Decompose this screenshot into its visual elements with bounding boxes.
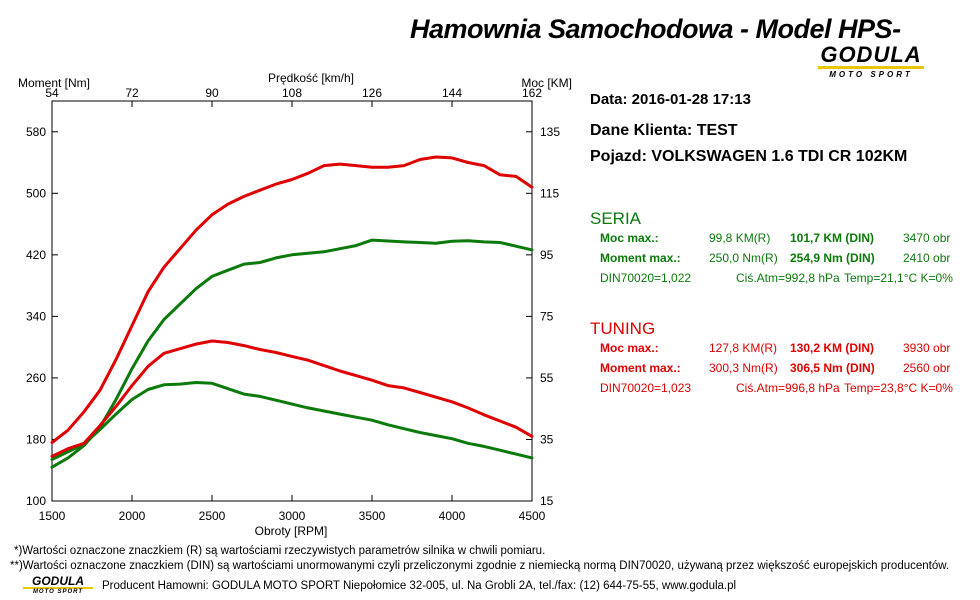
tuning-power-r: 127,8 KM(R) xyxy=(709,341,778,355)
seria-atm: Ciś.Atm=992,8 hPa xyxy=(736,271,840,285)
y-right-tick-label: 95 xyxy=(540,248,554,262)
seria-torque-din: 254,9 Nm (DIN) xyxy=(790,251,875,265)
x-tick-label: 2500 xyxy=(199,509,226,523)
top-tick-label: 126 xyxy=(362,86,382,100)
tuning-power-label: Moc max.: xyxy=(600,341,659,355)
godula-logo: GODULA MOTO SPORT xyxy=(812,42,930,79)
top-tick-label: 144 xyxy=(442,86,462,100)
y-right-tick-label: 115 xyxy=(540,186,559,200)
y-left-tick-label: 420 xyxy=(26,248,46,262)
seria-torque-r: 250,0 Nm(R) xyxy=(709,251,778,265)
y-right-tick-label: 35 xyxy=(540,432,554,446)
seria-temp: Temp=21,1°C K=0% xyxy=(844,271,953,285)
tuning-atm: Ciś.Atm=996,8 hPa xyxy=(736,381,840,395)
x-axis-label: Obroty [RPM] xyxy=(255,524,328,538)
vehicle-name: Pojazd: VOLKSWAGEN 1.6 TDI CR 102KM xyxy=(590,148,908,165)
y-left-tick-label: 260 xyxy=(26,371,46,385)
seria-moc-line xyxy=(50,238,534,469)
tuning-temp: Temp=23,8°C K=0% xyxy=(844,381,953,395)
tuning-torque-label: Moment max.: xyxy=(600,361,681,375)
seria-power-r: 99,8 KM(R) xyxy=(709,231,771,245)
footnote-r: *)Wartości oznaczone znaczkiem (R) są wa… xyxy=(14,545,546,557)
logo-sub: MOTO SPORT xyxy=(829,70,913,79)
tuning-din: DIN70020=1,023 xyxy=(600,381,692,395)
producer-line: Producent Hamowni: GODULA MOTO SPORT Nie… xyxy=(102,580,737,592)
y-left-tick-label: 580 xyxy=(26,125,46,139)
top-tick-label: 162 xyxy=(522,86,542,100)
top-tick-label: 108 xyxy=(282,86,302,100)
seria-torque-label: Moment max.: xyxy=(600,251,681,265)
y-left-tick-label: 500 xyxy=(26,186,46,200)
y-right-tick-label: 15 xyxy=(540,494,554,508)
footer-logo-bar xyxy=(23,587,93,589)
top-tick-label: 54 xyxy=(45,86,59,100)
x-tick-label: 3000 xyxy=(279,509,306,523)
top-tick-label: 90 xyxy=(205,86,219,100)
tuning-moment-line xyxy=(50,339,534,458)
footnote-din: **)Wartości oznaczone znaczkiem (DIN) są… xyxy=(10,560,950,572)
y-right-tick-label: 55 xyxy=(540,371,554,385)
tuning-torque-din: 306,5 Nm (DIN) xyxy=(790,361,875,375)
seria-power-rpm: 3470 obr xyxy=(903,231,951,245)
footer-logo-sub: MOTO SPORT xyxy=(32,589,84,595)
seria-torque-rpm: 2410 obr xyxy=(903,251,951,265)
logo-bar xyxy=(818,66,924,69)
top-axis-label: Prędkość [km/h] xyxy=(268,71,354,85)
y-right-tick-label: 135 xyxy=(540,125,560,139)
client-name: Dane Klienta: TEST xyxy=(590,122,738,139)
tuning-torque-r: 300,3 Nm(R) xyxy=(709,361,778,375)
tuning-title: TUNING xyxy=(590,319,656,338)
test-date: Data: 2016-01-28 17:13 xyxy=(590,91,751,108)
y-left-tick-label: 180 xyxy=(26,432,46,446)
seria-moment-line xyxy=(50,381,534,461)
y-left-label: Moment [Nm] xyxy=(18,76,90,90)
y-left-tick-label: 340 xyxy=(26,309,46,323)
footer-logo-brand: GODULA xyxy=(32,574,84,588)
page-title: Hamownia Samochodowa - Model HPS- xyxy=(410,14,901,44)
seria-title: SERIA xyxy=(590,209,642,228)
x-tick-label: 1500 xyxy=(39,509,66,523)
x-tick-label: 4000 xyxy=(439,509,466,523)
y-right-tick-label: 75 xyxy=(540,309,554,323)
logo-brand: GODULA xyxy=(820,42,922,67)
dyno-chart: 1500 2000 2500 3000 3500 4000 4500 54 72 90 108 126… xyxy=(18,71,572,538)
seria-din: DIN70020=1,022 xyxy=(600,271,692,285)
tuning-moc-line xyxy=(50,155,534,444)
top-tick-label: 72 xyxy=(125,86,139,100)
x-tick-label: 3500 xyxy=(359,509,386,523)
y-left-tick-label: 100 xyxy=(26,494,46,508)
seria-power-label: Moc max.: xyxy=(600,231,659,245)
x-tick-label: 4500 xyxy=(519,509,546,523)
x-tick-label: 2000 xyxy=(119,509,146,523)
y-right-label: Moc [KM] xyxy=(521,76,572,90)
tuning-power-rpm: 3930 obr xyxy=(903,341,951,355)
footer-logo: GODULA MOTO SPORT xyxy=(20,574,96,596)
seria-power-din: 101,7 KM (DIN) xyxy=(790,231,875,245)
tuning-torque-rpm: 2560 obr xyxy=(903,361,951,375)
tuning-power-din: 130,2 KM (DIN) xyxy=(790,341,875,355)
